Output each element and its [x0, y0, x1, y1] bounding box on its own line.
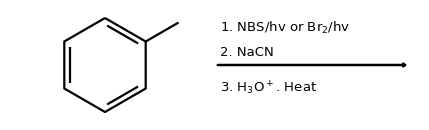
Text: 1. NBS/hv or Br$_2$/hv: 1. NBS/hv or Br$_2$/hv	[220, 20, 350, 36]
Text: 3. H$_3$O$^+$. Heat: 3. H$_3$O$^+$. Heat	[220, 79, 317, 97]
Text: 2. NaCN: 2. NaCN	[220, 46, 274, 58]
